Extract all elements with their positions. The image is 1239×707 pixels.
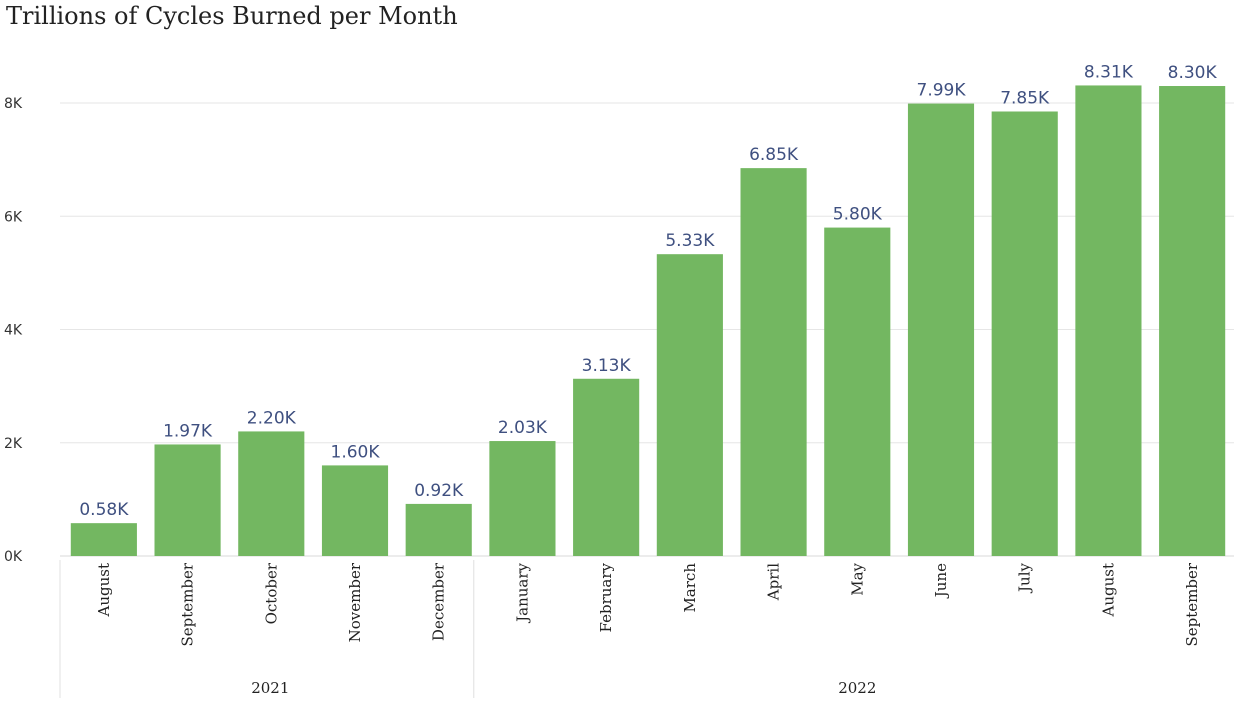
bar [70, 523, 137, 556]
bar [656, 254, 723, 556]
x-tick-label: May [848, 562, 866, 595]
year-label: 2021 [251, 679, 289, 697]
x-tick-label: July [1016, 562, 1034, 593]
y-tick-label: 8K [4, 96, 23, 112]
x-tick-label: June [932, 563, 950, 599]
x-tick-label: November [346, 562, 364, 642]
x-tick-label: March [681, 563, 699, 613]
bar [907, 103, 975, 556]
bar [1159, 86, 1226, 556]
data-label: 2.20K [247, 408, 297, 428]
data-label: 5.33K [665, 231, 715, 251]
y-tick-label: 0K [4, 549, 23, 565]
y-tick-label: 2K [4, 436, 23, 452]
bar [824, 227, 891, 556]
x-tick-label: February [597, 562, 615, 632]
category-labels: August September October November December Ja… [95, 562, 1201, 646]
data-label: 3.13K [582, 356, 632, 376]
bar [405, 503, 472, 556]
x-tick-label: August [1099, 563, 1117, 617]
x-tick-label: September [1183, 562, 1201, 646]
x-tick-label: December [430, 562, 448, 641]
bar [740, 168, 807, 556]
data-label: 7.99K [917, 81, 967, 101]
x-tick-label: January [513, 562, 531, 623]
x-tick-label: October [262, 562, 280, 624]
data-label: 1.97K [163, 421, 213, 441]
data-labels: 0.58K 1.97K 2.20K 1.60K 0.92K 2.03K 3.13K 5.33K… [79, 62, 1217, 520]
x-tick-label: September [179, 562, 197, 646]
data-label: 0.58K [79, 500, 129, 520]
gridlines [60, 102, 1234, 444]
data-label: 7.85K [1000, 88, 1050, 108]
bar [321, 465, 389, 556]
y-tick-label: 6K [4, 209, 23, 225]
bar [1075, 85, 1142, 556]
data-label: 0.92K [414, 481, 464, 501]
year-labels: 2021 2022 [59, 560, 876, 698]
bar [154, 444, 221, 556]
bars [70, 85, 1226, 557]
chart-title: Trillions of Cycles Burned per Month [6, 2, 458, 30]
year-label: 2022 [838, 679, 876, 697]
bar [238, 431, 305, 556]
data-label: 2.03K [498, 418, 548, 438]
data-label: 6.85K [749, 145, 799, 165]
bar [991, 111, 1058, 557]
x-tick-label: April [765, 563, 783, 601]
bar [489, 441, 556, 556]
data-label: 5.80K [833, 205, 883, 225]
x-tick-label: August [95, 563, 113, 617]
data-label: 1.60K [331, 442, 381, 462]
bar [573, 378, 640, 556]
data-label: 8.31K [1084, 62, 1134, 82]
data-label: 8.30K [1168, 63, 1218, 83]
y-tick-label: 4K [4, 323, 23, 339]
